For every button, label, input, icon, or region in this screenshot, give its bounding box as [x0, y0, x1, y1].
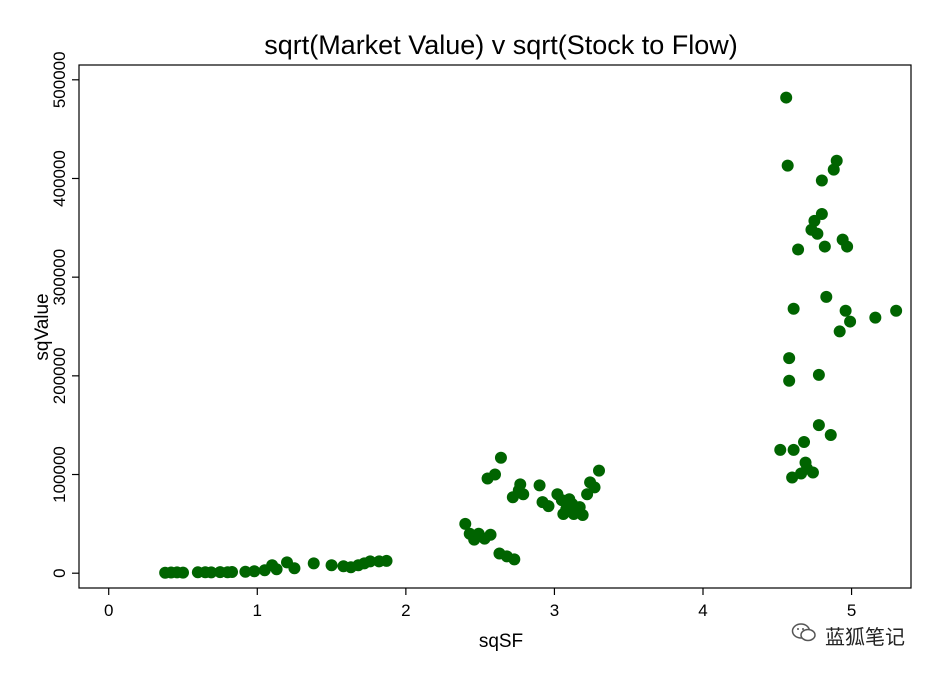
- data-point: [380, 554, 393, 567]
- data-point: [806, 466, 819, 479]
- y-tick-label: 200000: [50, 347, 69, 404]
- data-point: [798, 435, 811, 448]
- data-point: [494, 451, 507, 464]
- data-point: [508, 553, 521, 566]
- data-point: [783, 352, 796, 365]
- x-axis: 0 1 2 3 4 5: [104, 588, 856, 620]
- data-point: [818, 240, 831, 253]
- data-point: [593, 464, 605, 477]
- x-axis-label: sqSF: [479, 631, 523, 652]
- data-point: [787, 302, 800, 315]
- data-point: [248, 565, 261, 578]
- x-tick-label: 2: [401, 601, 410, 620]
- data-point: [533, 479, 546, 492]
- data-point: [890, 304, 903, 317]
- data-point: [205, 566, 218, 579]
- watermark: 蓝狐笔记: [791, 621, 905, 650]
- data-point: [489, 468, 501, 481]
- y-axis-label: sqValue: [32, 293, 53, 360]
- data-point: [514, 478, 527, 491]
- watermark-text: 蓝狐笔记: [825, 625, 905, 649]
- y-tick-label: 300000: [50, 249, 69, 306]
- data-point: [325, 559, 338, 572]
- data-point: [783, 374, 796, 387]
- data-point: [815, 208, 828, 221]
- data-point: [812, 419, 825, 432]
- data-point: [484, 528, 497, 541]
- data-point: [270, 563, 283, 576]
- data-point: [787, 443, 800, 456]
- data-point: [459, 517, 472, 530]
- y-tick-label: 100000: [50, 446, 69, 503]
- data-point: [542, 500, 555, 513]
- data-point: [239, 565, 252, 578]
- data-point: [820, 290, 833, 303]
- data-point: [830, 154, 843, 167]
- data-point: [841, 240, 854, 253]
- data-point: [833, 325, 846, 338]
- wechat-icon: [791, 622, 817, 649]
- data-points: [159, 91, 903, 579]
- data-point: [517, 488, 530, 501]
- data-point: [307, 557, 320, 570]
- plot-frame: [78, 64, 912, 589]
- x-tick-label: 3: [550, 601, 559, 620]
- data-point: [781, 159, 794, 172]
- data-point: [774, 443, 787, 456]
- data-point: [812, 368, 825, 381]
- data-point: [588, 481, 601, 494]
- data-point: [780, 91, 793, 104]
- y-tick-label: 500000: [50, 51, 69, 108]
- data-point: [177, 566, 189, 579]
- x-tick-label: 5: [847, 601, 856, 620]
- data-point: [869, 311, 882, 324]
- chart-title: sqrt(Market Value) v sqrt(Stock to Flow): [264, 30, 738, 60]
- x-tick-label: 4: [698, 601, 707, 620]
- data-point: [226, 566, 239, 579]
- y-tick-label: 0: [50, 568, 69, 577]
- y-tick-label: 400000: [50, 150, 69, 207]
- data-point: [811, 227, 824, 240]
- data-point: [792, 243, 805, 256]
- data-point: [839, 304, 852, 317]
- data-point: [815, 174, 828, 187]
- data-point: [576, 508, 589, 521]
- data-point: [844, 315, 857, 328]
- x-tick-label: 0: [104, 601, 113, 620]
- x-tick-label: 1: [253, 601, 262, 620]
- data-point: [364, 555, 377, 568]
- y-axis: 0 100000 200000 300000 400000 500000: [50, 51, 79, 578]
- data-point: [824, 429, 837, 442]
- data-point: [288, 562, 301, 575]
